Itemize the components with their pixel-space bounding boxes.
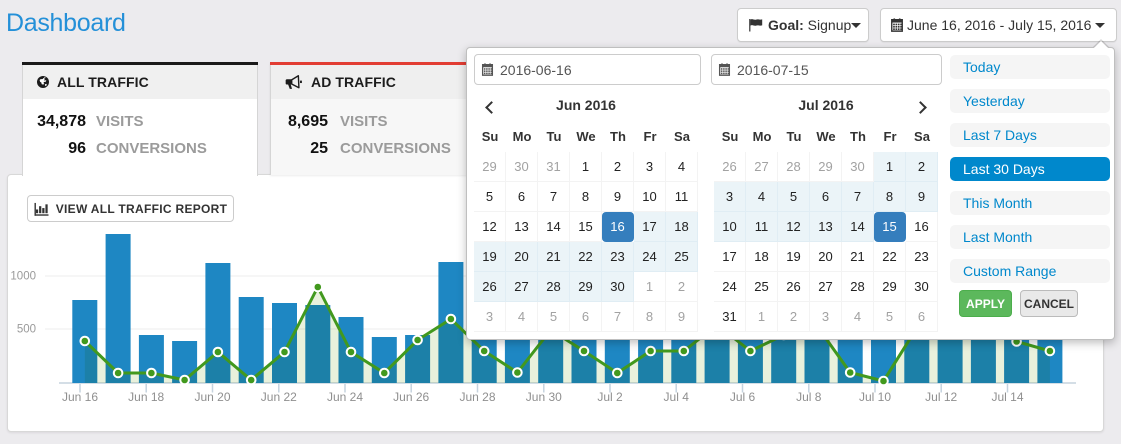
svg-text:Jul 10: Jul 10: [859, 390, 891, 404]
svg-text:Jun 28: Jun 28: [459, 390, 495, 404]
svg-text:Jun 22: Jun 22: [261, 390, 297, 404]
svg-text:Jun 18: Jun 18: [128, 390, 164, 404]
svg-text:Jun 24: Jun 24: [327, 390, 363, 404]
svg-text:Jun 26: Jun 26: [393, 390, 429, 404]
svg-text:Jun 20: Jun 20: [194, 390, 230, 404]
svg-text:1000: 1000: [10, 271, 36, 283]
svg-text:Jul 2: Jul 2: [597, 390, 623, 404]
svg-text:Jun 30: Jun 30: [526, 390, 562, 404]
svg-text:Jun 16: Jun 16: [62, 390, 98, 404]
svg-text:Jul 14: Jul 14: [991, 390, 1023, 404]
svg-text:Jul 6: Jul 6: [730, 390, 756, 404]
svg-text:Jul 12: Jul 12: [925, 390, 957, 404]
svg-text:Jul 4: Jul 4: [664, 390, 690, 404]
svg-text:Jul 8: Jul 8: [796, 390, 822, 404]
svg-text:500: 500: [17, 324, 36, 336]
